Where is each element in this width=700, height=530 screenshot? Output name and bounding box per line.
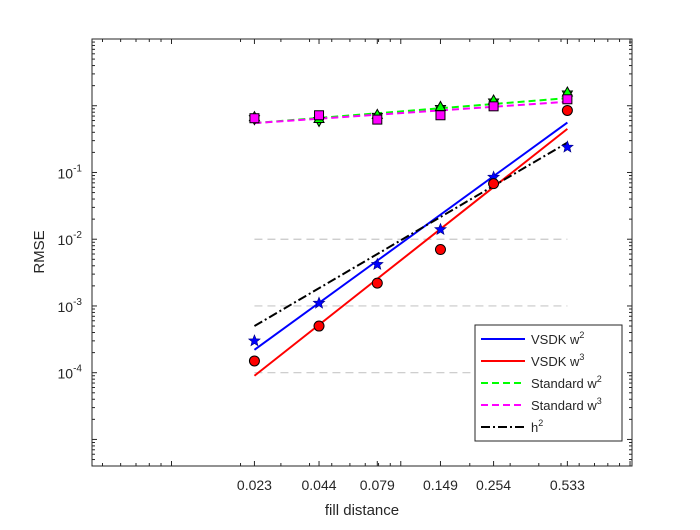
series-line-4: [253, 141, 568, 327]
y-tick-label-base: 10: [58, 165, 74, 181]
data-point-star: [247, 334, 261, 347]
data-point-square: [314, 110, 325, 121]
legend-box: [474, 324, 623, 442]
legend-label-text: h: [531, 420, 538, 435]
marker-layer: [247, 85, 574, 367]
x-tick-label: 0.023: [237, 477, 272, 493]
data-point-circle: [371, 277, 383, 289]
data-point-star: [434, 222, 447, 235]
legend-label-sup: 2: [597, 374, 602, 384]
data-point-square: [562, 94, 573, 105]
y-tick-label-exponent: -1: [73, 163, 82, 174]
legend-label-text: VSDK w: [531, 332, 580, 347]
data-point-circle: [313, 320, 325, 332]
legend-label-text: Standard w: [531, 376, 597, 391]
legend-label: Standard w2: [531, 374, 602, 391]
data-point-circle: [434, 244, 446, 256]
x-tick-label: 0.533: [550, 477, 585, 493]
data-point-star: [370, 257, 384, 270]
series-line-0: [253, 121, 568, 351]
series-line-2: [254, 97, 568, 125]
tick-layer: 0.023 0.044 0.079 0.149 0.254 0.53310-410-310…: [58, 38, 632, 493]
data-point-square: [372, 114, 383, 125]
y-tick-label: 10-2: [58, 230, 83, 248]
x-tick-label: 0.079: [360, 477, 395, 493]
data-point-circle: [248, 355, 260, 367]
legend-label-text: VSDK w: [531, 354, 580, 369]
legend-label-text: Standard w: [531, 398, 597, 413]
y-tick-label: 10-4: [58, 364, 83, 382]
y-tick-label-base: 10: [58, 232, 74, 248]
y-tick-label-base: 10: [58, 299, 74, 315]
y-axis-label: RMSE: [31, 230, 48, 273]
y-tick-label: 10-3: [58, 297, 83, 315]
data-point-circle: [561, 104, 573, 116]
y-tick-label-exponent: -2: [73, 230, 82, 241]
y-tick-label-exponent: -3: [73, 297, 82, 308]
legend-label-sup: 2: [579, 330, 584, 340]
data-point-square: [435, 110, 446, 121]
series-layer: [253, 97, 568, 377]
data-point-star: [560, 140, 574, 153]
legend-label: VSDK w3: [531, 352, 584, 369]
legend-label-sup: 3: [579, 352, 584, 362]
legend-label: Standard w3: [531, 396, 602, 413]
data-point-star: [312, 296, 326, 309]
y-tick-label: 10-1: [58, 163, 83, 181]
legend-label: VSDK w2: [531, 330, 584, 347]
data-point-square: [249, 113, 260, 124]
data-point-square: [488, 101, 499, 112]
legend-label-sup: 2: [538, 418, 543, 428]
series-line-1: [253, 128, 568, 377]
x-axis-label: fill distance: [325, 502, 399, 519]
data-point-circle: [488, 178, 500, 190]
legend-label: h2: [531, 418, 543, 435]
x-tick-label: 0.149: [423, 477, 458, 493]
x-tick-label: 0.254: [476, 477, 511, 493]
x-tick-label: 0.044: [302, 477, 337, 493]
series-line-3: [254, 100, 568, 125]
y-tick-label-base: 10: [58, 366, 74, 382]
y-tick-label-exponent: -4: [73, 364, 82, 375]
legend-label-sup: 3: [597, 396, 602, 406]
axes-box: [91, 38, 633, 467]
